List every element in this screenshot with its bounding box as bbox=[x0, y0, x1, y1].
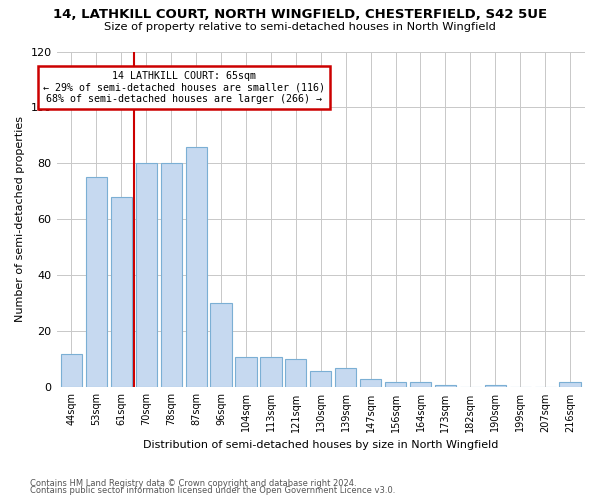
Bar bbox=[559, 382, 581, 388]
Bar bbox=[410, 382, 431, 388]
Bar bbox=[435, 384, 456, 388]
Text: 14, LATHKILL COURT, NORTH WINGFIELD, CHESTERFIELD, S42 5UE: 14, LATHKILL COURT, NORTH WINGFIELD, CHE… bbox=[53, 8, 547, 20]
Bar bbox=[335, 368, 356, 388]
Bar bbox=[360, 379, 381, 388]
Bar bbox=[111, 197, 132, 388]
Bar bbox=[235, 356, 257, 388]
Bar bbox=[385, 382, 406, 388]
X-axis label: Distribution of semi-detached houses by size in North Wingfield: Distribution of semi-detached houses by … bbox=[143, 440, 499, 450]
Text: Size of property relative to semi-detached houses in North Wingfield: Size of property relative to semi-detach… bbox=[104, 22, 496, 32]
Text: Contains HM Land Registry data © Crown copyright and database right 2024.: Contains HM Land Registry data © Crown c… bbox=[30, 478, 356, 488]
Y-axis label: Number of semi-detached properties: Number of semi-detached properties bbox=[15, 116, 25, 322]
Bar bbox=[260, 356, 281, 388]
Bar bbox=[485, 384, 506, 388]
Bar bbox=[61, 354, 82, 388]
Bar bbox=[86, 178, 107, 388]
Bar bbox=[211, 304, 232, 388]
Bar bbox=[136, 164, 157, 388]
Bar bbox=[285, 360, 307, 388]
Text: Contains public sector information licensed under the Open Government Licence v3: Contains public sector information licen… bbox=[30, 486, 395, 495]
Bar bbox=[185, 146, 207, 388]
Bar bbox=[310, 370, 331, 388]
Bar bbox=[161, 164, 182, 388]
Text: 14 LATHKILL COURT: 65sqm
← 29% of semi-detached houses are smaller (116)
68% of : 14 LATHKILL COURT: 65sqm ← 29% of semi-d… bbox=[43, 71, 325, 104]
